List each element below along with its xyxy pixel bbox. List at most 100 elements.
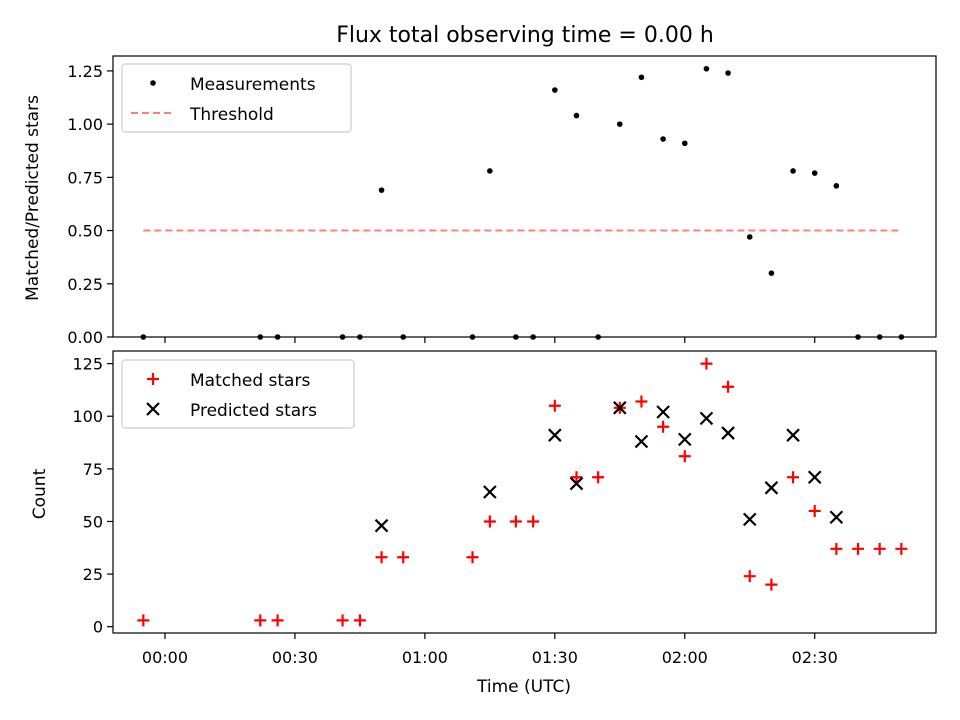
matched-stars-point (722, 380, 735, 393)
matched-stars-point (137, 614, 150, 627)
bottom-x-ticks: 00:00 00:30 01:00 01:30 02:00 02:30 (142, 633, 838, 667)
matched-stars-point (375, 551, 388, 564)
top-y-ticks: 0.00 0.25 0.50 0.75 1.00 1.25 (67, 62, 113, 347)
top-y-tick-label: 0.25 (67, 275, 103, 294)
matched-stars-point (787, 471, 800, 484)
chart-title: Flux total observing time = 0.00 h (336, 23, 714, 48)
predicted-stars-point (677, 432, 692, 447)
bottom-y-tick-label: 75 (83, 460, 103, 479)
bottom-y-tick-label: 125 (72, 355, 103, 374)
matched-stars-point (743, 570, 756, 583)
bottom-plot-area (137, 357, 908, 627)
bottom-y-tick-label: 100 (72, 407, 103, 426)
matched-stars-point (830, 542, 843, 555)
matched-stars-point (254, 614, 267, 627)
bottom-y-tick-label: 25 (83, 565, 103, 584)
matched-stars-point (808, 504, 821, 517)
top-legend-box (121, 63, 352, 133)
matched-stars-point (852, 542, 865, 555)
measurements-point (790, 168, 796, 174)
matched-stars-point (635, 395, 648, 408)
top-axes-frame (112, 55, 937, 338)
legend-marker-measurements (150, 80, 156, 86)
matched-stars-point (336, 614, 349, 627)
predicted-stars-point (569, 476, 584, 491)
bottom-x-tick-label: 00:30 (272, 648, 318, 667)
matched-stars-point (271, 614, 284, 627)
top-legend: Measurements Threshold (121, 63, 352, 133)
matched-stars-point (678, 450, 691, 463)
bottom-x-tick-label: 01:00 (402, 648, 448, 667)
matched-stars-point (895, 542, 908, 555)
legend-label-matched-stars: Matched stars (190, 371, 310, 391)
bottom-y-axis-label: Count (30, 468, 50, 519)
legend-marker-matched-stars (147, 373, 159, 385)
predicted-stars-point (829, 510, 844, 525)
top-y-tick-label: 0.00 (67, 328, 103, 347)
legend-marker-predicted-stars (146, 402, 160, 416)
matched-stars-point (570, 471, 583, 484)
measurements-point (378, 187, 385, 193)
measurements-point (768, 270, 775, 276)
measurements-point (552, 87, 558, 93)
predicted-stars-point (483, 485, 497, 499)
x-axis-label: Time (UTC) (476, 677, 571, 697)
measurements-point (681, 140, 688, 147)
predicted-stars-point (742, 512, 757, 527)
matched-stars-point (466, 551, 479, 564)
predicted-stars-point (656, 405, 670, 419)
bottom-x-tick-label: 01:30 (532, 648, 578, 667)
matched-stars-point (873, 542, 886, 555)
matched-stars-point (509, 515, 522, 528)
measurements-point (746, 234, 753, 240)
measurements-point (703, 65, 710, 72)
legend-label-threshold: Threshold (189, 105, 274, 125)
bottom-x-tick-label: 02:00 (662, 648, 708, 667)
top-panel: Matched/Predicted stars 0.00 0.25 0.50 0.75… (23, 55, 937, 347)
matched-stars-point (397, 551, 410, 564)
top-y-tick-label: 1.25 (67, 62, 103, 81)
measurements-point (616, 121, 623, 127)
top-x-ticks (164, 337, 816, 343)
predicted-stars-point (786, 428, 800, 442)
top-plot-area (140, 65, 905, 340)
legend-label-measurements: Measurements (190, 75, 316, 95)
bottom-legend: Matched stars Predicted stars (121, 359, 355, 429)
matched-stars-point (527, 515, 540, 528)
measurements-point (660, 136, 666, 142)
matched-stars-point (700, 357, 713, 370)
measurements-point (573, 112, 580, 119)
matched-stars-point (765, 578, 778, 591)
predicted-stars-point (764, 481, 779, 495)
predicted-stars-point (721, 426, 735, 440)
measurements-point (725, 70, 731, 76)
bottom-x-tick-label: 02:30 (792, 648, 838, 667)
predicted-stars-point (374, 518, 389, 533)
matched-stars-point (483, 515, 496, 528)
bottom-axes-frame (112, 350, 937, 634)
measurements-point (487, 168, 493, 174)
top-y-tick-label: 0.50 (67, 222, 103, 241)
top-y-axis-label: Matched/Predicted stars (23, 95, 43, 301)
bottom-legend-box (121, 359, 355, 429)
bottom-y-tick-label: 50 (83, 512, 103, 531)
legend-label-predicted-stars: Predicted stars (190, 401, 317, 421)
bottom-x-tick-label: 00:00 (142, 648, 188, 667)
measurements-point (811, 170, 818, 176)
predicted-stars-point (807, 470, 822, 485)
top-y-tick-label: 0.75 (67, 168, 103, 187)
predicted-stars-point (699, 411, 714, 426)
matched-stars-point (353, 614, 366, 627)
matched-stars-point (548, 399, 561, 412)
measurements-point (833, 183, 840, 189)
matched-stars-point (657, 420, 670, 433)
predicted-stars-point (613, 401, 627, 415)
matched-stars-point (592, 471, 605, 484)
top-y-tick-label: 1.00 (67, 115, 103, 134)
bottom-panel: Count 0 25 50 75 100 125 00:00 00:30 01:00 01:30… (30, 350, 937, 697)
measurements-point (638, 74, 645, 81)
bottom-y-tick-label: 0 (93, 618, 103, 637)
bottom-y-ticks: 0 25 50 75 100 125 (72, 355, 113, 637)
predicted-stars-point (634, 434, 649, 449)
